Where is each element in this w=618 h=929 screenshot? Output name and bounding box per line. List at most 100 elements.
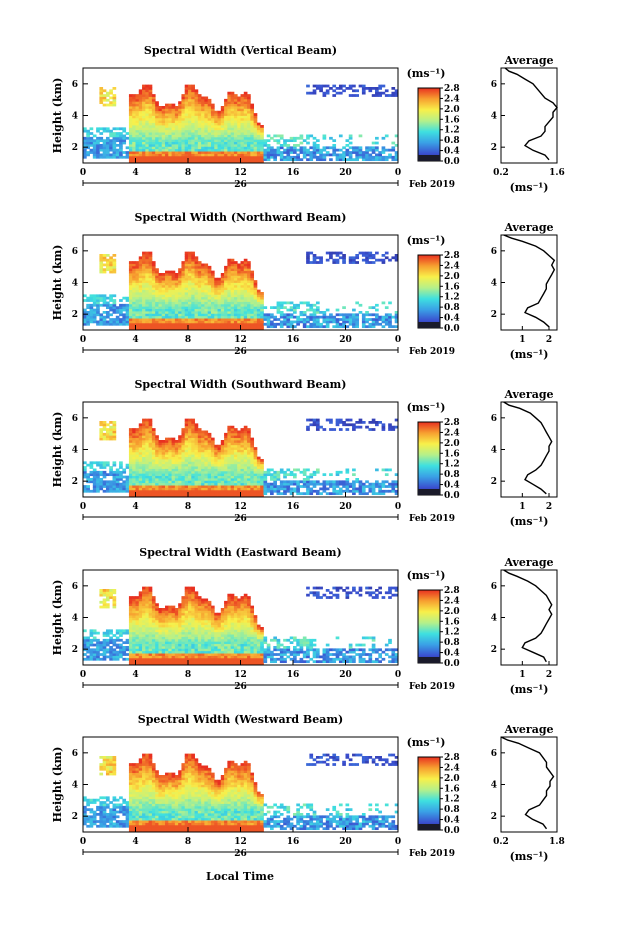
heatmap-cell: [194, 139, 199, 143]
heatmap-cell: [227, 308, 232, 312]
heatmap-cell: [148, 282, 153, 286]
heatmap-cell: [243, 139, 248, 143]
heatmap-cell: [256, 289, 261, 293]
heatmap-cell: [214, 280, 218, 283]
heatmap-cell: [210, 470, 215, 474]
heatmap-cell: [237, 451, 241, 455]
heatmap-cell: [138, 256, 143, 260]
heatmap-cell: [138, 487, 143, 491]
heatmap-cell: [174, 447, 179, 450]
heatmap-cell: [138, 470, 143, 474]
heatmap-cell: [361, 485, 366, 488]
heatmap-cell: [142, 110, 146, 114]
heatmap-cell: [142, 108, 146, 112]
heatmap-cell: [83, 461, 87, 465]
heatmap-cell: [240, 459, 245, 462]
heatmap-cell: [142, 430, 146, 434]
heatmap-cell: [191, 103, 195, 107]
heatmap-cell: [155, 282, 159, 286]
heatmap-cell: [210, 280, 215, 283]
heatmap-cell: [227, 473, 232, 477]
heatmap-cell: [247, 287, 251, 291]
heatmap-cell: [197, 303, 202, 307]
heatmap-cell: [240, 449, 245, 453]
heatmap-cell: [207, 444, 212, 448]
heatmap-cell: [178, 139, 182, 143]
heatmap-cell: [99, 270, 104, 274]
heatmap-cell: [210, 451, 215, 455]
heatmap-cell: [214, 122, 218, 126]
heatmap-cell: [240, 325, 245, 329]
heatmap-cell: [224, 284, 228, 288]
heatmap-cell: [145, 87, 150, 90]
heatmap-cell: [210, 106, 215, 109]
heatmap-cell: [260, 294, 264, 298]
heatmap-cell: [181, 308, 186, 312]
heatmap-cell: [247, 459, 251, 462]
heatmap-cell: [276, 148, 281, 152]
heatmap-cell: [204, 98, 209, 102]
heatmap-cell: [132, 327, 136, 331]
heatmap-cell: [96, 146, 100, 150]
heatmap-cell: [335, 261, 340, 264]
heatmap-cell: [270, 315, 274, 319]
heatmap-cell: [194, 261, 199, 264]
heatmap-cell: [348, 146, 353, 150]
heatmap-cell: [253, 134, 258, 138]
heatmap-cell: [299, 146, 304, 150]
heatmap-cell: [194, 280, 199, 283]
heatmap-cell: [151, 301, 156, 305]
heatmap-cell: [204, 155, 209, 159]
heatmap-cell: [128, 485, 133, 488]
heatmap-cell: [250, 280, 255, 283]
heatmap-cell: [322, 155, 327, 159]
heatmap-cell: [329, 482, 333, 486]
heatmap-cell: [217, 320, 222, 324]
heatmap-cell: [161, 447, 166, 450]
heatmap-cell: [197, 289, 202, 293]
heatmap-cell: [168, 136, 172, 140]
heatmap-cell: [161, 482, 166, 486]
heatmap-cell: [365, 153, 369, 157]
heatmap-cell: [105, 320, 110, 324]
heatmap-cell: [135, 296, 140, 300]
heatmap-cell: [99, 482, 104, 486]
heatmap-cell: [237, 478, 241, 481]
heatmap-cell: [102, 421, 107, 424]
heatmap-cell: [188, 296, 192, 300]
heatmap-cell: [312, 482, 317, 486]
heatmap-cell: [99, 139, 104, 143]
heatmap-cell: [230, 113, 235, 116]
heatmap-cell: [302, 139, 307, 143]
heatmap-cell: [201, 454, 205, 458]
heatmap-cell: [181, 151, 186, 154]
heatmap-cell: [132, 287, 136, 291]
heatmap-cell: [204, 454, 209, 458]
heatmap-cell: [109, 139, 113, 143]
heatmap-cell: [135, 313, 140, 317]
heatmap-cell: [312, 89, 317, 93]
heatmap-cell: [394, 94, 399, 97]
heatmap-cell: [381, 320, 386, 324]
heatmap-cell: [283, 313, 287, 317]
heatmap-cell: [286, 313, 291, 317]
heatmap-cell: [181, 492, 186, 496]
heatmap-cell: [184, 268, 189, 272]
heatmap-cell: [155, 144, 159, 147]
heatmap-cell: [168, 485, 172, 488]
heatmap-cell: [230, 158, 235, 162]
heatmap-cell: [309, 134, 314, 138]
heatmap-cell: [132, 482, 136, 486]
heatmap-cell: [250, 320, 255, 324]
heatmap-cell: [329, 480, 333, 484]
heatmap-cell: [358, 485, 363, 488]
heatmap-cell: [138, 280, 143, 283]
heatmap-cell: [125, 151, 130, 154]
heatmap-cell: [361, 482, 366, 486]
heatmap-cell: [128, 306, 133, 310]
heatmap-cell: [368, 485, 373, 488]
heatmap-cell: [178, 155, 182, 159]
heatmap-cell: [375, 492, 379, 496]
heatmap-cell: [230, 466, 235, 469]
heatmap-cell: [142, 282, 146, 286]
